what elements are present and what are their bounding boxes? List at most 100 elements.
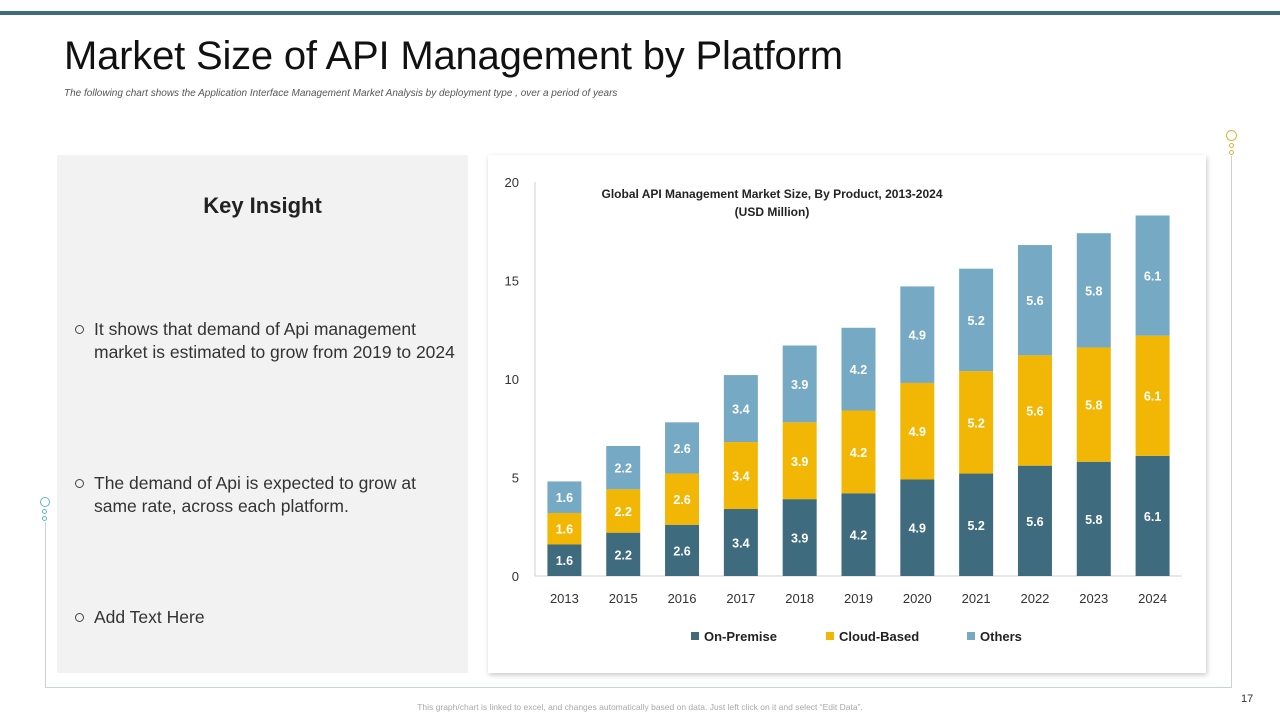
bar-data-label: 3.4: [732, 470, 749, 484]
bar-data-label: 2.2: [615, 548, 632, 562]
legend-swatch: [967, 632, 975, 640]
bar-data-label: 5.2: [967, 314, 984, 328]
bar-segment: [1017, 355, 1052, 466]
y-tick-label: 0: [512, 569, 519, 584]
bar-segment: [1076, 233, 1111, 348]
bar-data-label: 2.2: [615, 505, 632, 519]
bar-data-label: 1.6: [556, 491, 573, 505]
decor-ring-right-small: [1229, 143, 1234, 148]
y-tick-label: 20: [505, 175, 519, 190]
bar-data-label: 3.4: [732, 403, 749, 417]
stacked-bar-chart[interactable]: 0 5 10 15 20 Global API Management Market Siz…: [488, 155, 1206, 673]
decor-ring-left-tiny: [42, 516, 47, 521]
bar-data-label: 2.6: [673, 493, 690, 507]
bar-segment: [782, 422, 817, 500]
bar-segment: [782, 345, 817, 423]
x-tick-label: 2018: [785, 591, 814, 606]
x-tick-label: 2013: [550, 591, 579, 606]
bar-segment: [1135, 455, 1170, 576]
legend-swatch: [691, 632, 699, 640]
bar-segment: [782, 499, 817, 576]
bar-data-label: 1.6: [556, 554, 573, 568]
bar-data-label: 6.1: [1144, 390, 1161, 404]
insight-bullet-text: The demand of Api is expected to grow at…: [94, 473, 416, 516]
bar-segment: [547, 512, 582, 545]
chart-card[interactable]: 0 5 10 15 20 Global API Management Market Siz…: [488, 155, 1206, 673]
x-tick-label: 2021: [962, 591, 991, 606]
x-tick-label: 2017: [726, 591, 755, 606]
x-tick-label: 2019: [844, 591, 873, 606]
bar-segment: [1017, 245, 1052, 356]
key-insight-panel: Key Insight It shows that demand of Api …: [57, 155, 468, 673]
bar-segment: [841, 493, 876, 576]
y-tick-label: 15: [505, 274, 519, 289]
bar-segment: [1076, 461, 1111, 576]
bar-data-label: 4.9: [909, 329, 926, 343]
page-title: Market Size of API Management by Platfor…: [64, 34, 843, 78]
decor-ring-right-tiny: [1229, 150, 1234, 155]
bar-segment: [841, 410, 876, 494]
legend-swatch: [826, 632, 834, 640]
bar-data-label: 4.2: [850, 446, 867, 460]
insight-bullet-1: It shows that demand of Api management m…: [75, 318, 455, 364]
bar-segment: [1135, 215, 1170, 336]
decor-ring-right-large: [1226, 130, 1237, 141]
x-tick-label: 2016: [668, 591, 697, 606]
insight-bullet-text: It shows that demand of Api management m…: [94, 319, 455, 362]
bar-segment: [959, 371, 994, 474]
bar-data-label: 1.6: [556, 523, 573, 537]
insight-bullet-2: The demand of Api is expected to grow at…: [75, 472, 455, 518]
bar-segment: [959, 268, 994, 372]
bar-segment: [723, 375, 758, 443]
legend-label: Others: [980, 629, 1022, 644]
x-tick-label: 2022: [1020, 591, 1049, 606]
bar-data-label: 6.1: [1144, 510, 1161, 524]
page-subtitle: The following chart shows the Applicatio…: [64, 88, 618, 99]
bullet-circle-icon: [75, 479, 84, 488]
bar-data-label: 5.2: [967, 519, 984, 533]
bar-data-label: 4.2: [850, 363, 867, 377]
bar-segment: [723, 509, 758, 576]
frame-line-right: [1231, 156, 1232, 688]
frame-line-bottom: [45, 687, 1231, 688]
chart-title: Global API Management Market Size, By Pr…: [601, 187, 942, 201]
bullet-circle-icon: [75, 613, 84, 622]
x-tick-label: 2024: [1138, 591, 1167, 606]
insight-bullet-3: Add Text Here: [75, 606, 455, 629]
bar-segment: [900, 382, 935, 480]
bar-data-label: 4.9: [909, 425, 926, 439]
bar-segment: [1135, 335, 1170, 456]
insight-bullet-text: Add Text Here: [94, 607, 205, 627]
bar-data-label: 5.2: [967, 416, 984, 430]
bar-data-label: 3.9: [791, 455, 808, 469]
bar-segment: [665, 524, 700, 576]
legend-label: On-Premise: [704, 629, 777, 644]
bar-data-label: 5.6: [1026, 294, 1043, 308]
decor-ring-left-large: [40, 497, 50, 507]
bar-data-label: 5.8: [1085, 399, 1102, 413]
bar-data-label: 5.8: [1085, 284, 1102, 298]
legend-label: Cloud-Based: [839, 629, 919, 644]
bar-segment: [900, 479, 935, 576]
footer-note: This graph/chart is linked to excel, and…: [417, 702, 863, 712]
bar-data-label: 4.9: [909, 522, 926, 536]
bar-segment: [606, 445, 641, 490]
bar-data-label: 5.6: [1026, 405, 1043, 419]
bar-segment: [1017, 465, 1052, 576]
bar-segment: [723, 442, 758, 510]
bar-data-label: 5.8: [1085, 513, 1102, 527]
x-tick-label: 2015: [609, 591, 638, 606]
bar-segment: [900, 286, 935, 383]
page-number: 17: [1241, 693, 1254, 705]
bullet-circle-icon: [75, 325, 84, 334]
bar-data-label: 3.9: [791, 532, 808, 546]
bar-data-label: 5.6: [1026, 515, 1043, 529]
decor-ring-left-small: [42, 509, 47, 514]
bar-segment: [1076, 347, 1111, 462]
y-tick-label: 5: [512, 471, 519, 486]
bar-segment: [606, 532, 641, 576]
bar-data-label: 2.6: [673, 442, 690, 456]
bar-segment: [959, 473, 994, 576]
x-tick-label: 2020: [903, 591, 932, 606]
bar-segment: [547, 481, 582, 513]
